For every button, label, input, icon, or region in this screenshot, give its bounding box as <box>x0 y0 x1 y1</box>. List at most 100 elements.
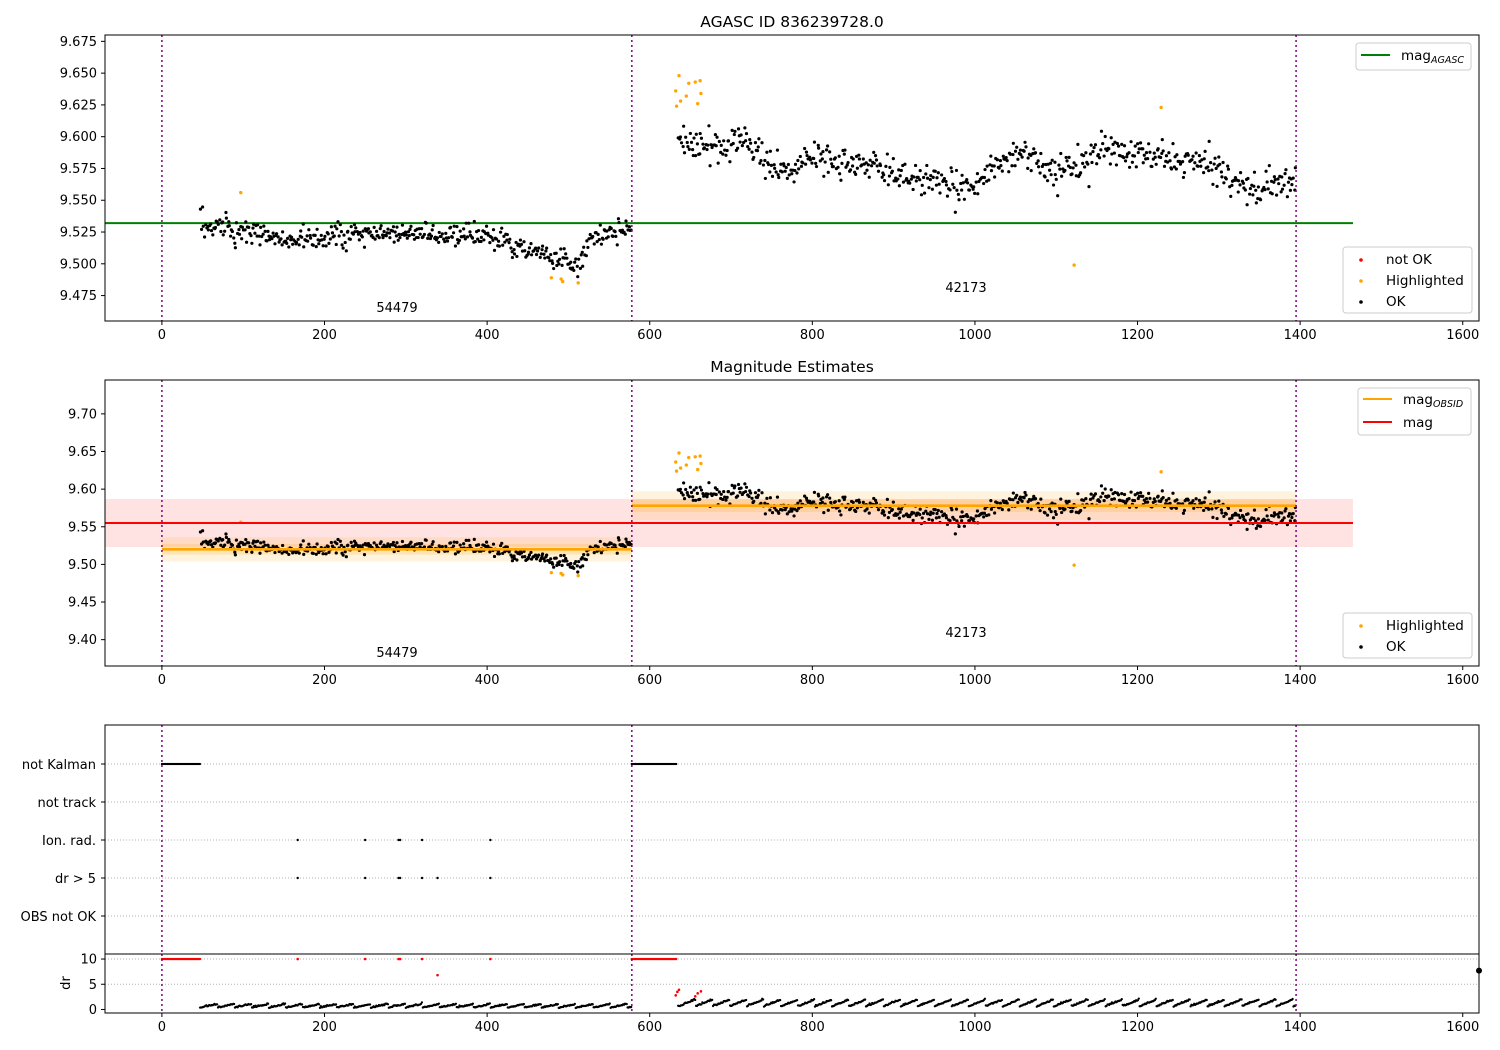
ok-point <box>1213 156 1217 160</box>
ok-point <box>398 235 402 240</box>
ok-point <box>888 165 892 169</box>
ok-point <box>935 511 939 516</box>
ok-point <box>1084 151 1088 155</box>
ok-point <box>736 146 740 150</box>
ok-point <box>875 164 879 168</box>
ok-point <box>765 496 769 500</box>
ok-point <box>256 539 260 543</box>
ok-point <box>918 178 922 182</box>
y-tick-label: 9.40 <box>68 633 97 648</box>
dr-ok-point <box>1222 998 1225 1002</box>
ok-point <box>699 488 704 492</box>
ok-point <box>1089 143 1093 147</box>
ok-point <box>930 187 934 191</box>
ok-point <box>854 172 858 176</box>
ok-point <box>1007 508 1011 512</box>
dr-ok-point <box>317 1003 321 1006</box>
ok-point <box>1081 161 1085 165</box>
ok-point <box>1033 497 1038 501</box>
ok-point <box>1067 499 1071 503</box>
y-tick-label: 9.65 <box>68 445 97 460</box>
ok-point <box>514 240 518 245</box>
ok-point <box>843 495 847 499</box>
ok-point <box>247 541 251 545</box>
ok-point <box>1011 152 1015 157</box>
ok-point <box>746 144 750 149</box>
ok-point <box>586 245 590 250</box>
ok-point <box>1162 164 1167 168</box>
dr-ok-point <box>266 1002 270 1005</box>
ok-point <box>1191 154 1195 158</box>
ok-point <box>250 550 254 554</box>
ok-point <box>540 552 545 556</box>
ok-point <box>679 141 684 145</box>
ok-point <box>882 178 887 183</box>
ok-point <box>784 165 788 170</box>
ok-point <box>498 230 503 234</box>
ok-point <box>1256 517 1260 521</box>
ok-point <box>1090 160 1094 165</box>
ok-point <box>975 509 980 513</box>
ok-point <box>1222 514 1226 519</box>
ok-point <box>699 136 704 140</box>
ok-point <box>1194 497 1198 501</box>
ok-point <box>763 176 767 181</box>
ok-point <box>476 543 481 547</box>
ok-point <box>515 558 519 562</box>
ok-point <box>1063 168 1067 173</box>
ok-point <box>491 228 496 232</box>
ok-point <box>545 553 549 557</box>
ok-point <box>1026 166 1030 170</box>
ok-point <box>230 229 234 234</box>
ok-point <box>1146 156 1150 161</box>
ok-point <box>1084 497 1088 501</box>
ok-point <box>1050 501 1054 505</box>
ok-point <box>547 256 551 260</box>
plot-area <box>105 73 1353 285</box>
ok-point <box>1141 494 1145 498</box>
ok-point <box>306 239 310 243</box>
ok-point <box>453 552 458 556</box>
ok-point <box>393 230 397 234</box>
ok-point <box>444 544 448 548</box>
dr-ok-point <box>932 998 936 1002</box>
ok-point <box>394 234 399 238</box>
ok-point <box>1224 177 1228 181</box>
ok-point <box>705 495 709 499</box>
ok-point <box>327 241 331 246</box>
flag-marker <box>420 838 424 842</box>
dr-ok-point <box>457 1006 460 1009</box>
ok-point <box>722 489 726 494</box>
ok-point <box>1238 508 1243 513</box>
ok-point <box>554 251 558 255</box>
dr-ok-point <box>1069 998 1072 1001</box>
ok-point <box>693 153 698 158</box>
ok-point <box>529 253 534 257</box>
ok-point <box>1043 175 1047 179</box>
ok-point <box>1202 500 1206 504</box>
ok-point <box>520 555 525 559</box>
agasc-legend-subscript: AGASC <box>1430 55 1464 66</box>
ok-point <box>903 162 907 166</box>
ok-point <box>885 152 889 156</box>
ok-point <box>577 560 581 564</box>
ok-point <box>448 541 453 545</box>
ok-point <box>1022 149 1026 153</box>
ok-point <box>1202 157 1206 161</box>
ok-point <box>580 556 584 560</box>
ok-point <box>476 237 480 241</box>
highlighted-point <box>677 451 681 455</box>
dr-ok-point <box>1171 998 1174 1002</box>
ok-point <box>1248 192 1252 196</box>
ok-point <box>463 237 467 241</box>
ok-point <box>378 226 382 231</box>
mag-obsid-legend-subscript: OBSID <box>1433 399 1463 410</box>
ok-point <box>708 164 712 168</box>
ok-point <box>1279 190 1283 194</box>
ok-point <box>1273 512 1277 517</box>
ok-point <box>315 542 319 546</box>
ok-point <box>684 487 688 492</box>
ok-point <box>790 172 794 176</box>
ok-point <box>1097 156 1102 160</box>
